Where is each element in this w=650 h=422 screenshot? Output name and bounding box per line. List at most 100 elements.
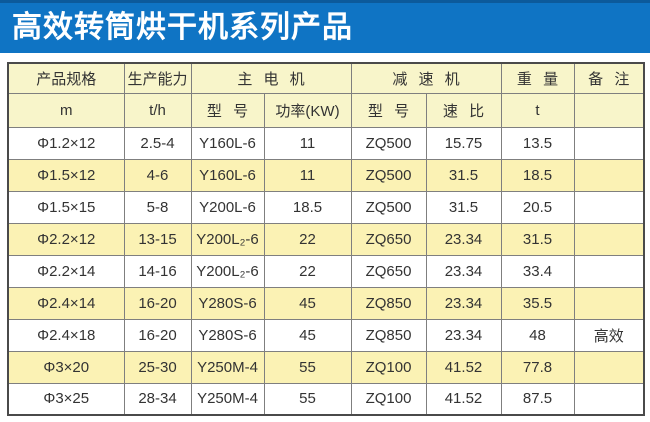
table-cell: Φ3×20 [7, 350, 125, 384]
table-cell: ZQ100 [350, 350, 427, 384]
table-cell: 55 [263, 350, 352, 384]
col-subheader-motor-model: 型 号 [190, 92, 265, 128]
table-cell: Φ1.5×15 [7, 190, 125, 224]
table-cell [573, 222, 645, 256]
col-header-spec: 产品规格 [7, 62, 125, 94]
table-cell: 48 [500, 318, 575, 352]
table-cell: 31.5 [500, 222, 575, 256]
table-cell: 11 [263, 126, 352, 160]
table-cell: 22 [263, 222, 352, 256]
title-bar: 高效转筒烘干机系列产品 [0, 0, 650, 53]
table-cell [573, 158, 645, 192]
page-title: 高效转筒烘干机系列产品 [12, 11, 353, 44]
table-cell: 13.5 [500, 126, 575, 160]
table-cell: Y280S-6 [190, 286, 265, 320]
table-cell: 41.52 [425, 382, 502, 416]
table-cell: 22 [263, 254, 352, 288]
table-cell [573, 190, 645, 224]
table-cell: 18.5 [263, 190, 352, 224]
col-subheader-weight-unit: t [500, 92, 575, 128]
table-cell: 87.5 [500, 382, 575, 416]
table-row: Φ3×25 28-34 Y250M-4 55 ZQ100 41.52 87.5 [7, 382, 645, 416]
table-cell: Φ1.5×12 [7, 158, 125, 192]
table-cell: 13-15 [123, 222, 192, 256]
table-cell: 23.34 [425, 318, 502, 352]
table-cell [573, 382, 645, 416]
table-cell: ZQ650 [350, 254, 427, 288]
col-subheader-reducer-model: 型 号 [350, 92, 427, 128]
table-cell: ZQ650 [350, 222, 427, 256]
table-row: Φ2.2×14 14-16 Y200L₂-6 22 ZQ650 23.34 33.4 [7, 254, 645, 288]
col-header-main-motor: 主 电 机 [190, 62, 352, 94]
col-header-reducer: 减 速 机 [350, 62, 502, 94]
table-cell: 45 [263, 286, 352, 320]
table-row: Φ1.5×12 4-6 Y160L-6 11 ZQ500 31.5 18.5 [7, 158, 645, 192]
table-cell: Y200L₂-6 [190, 222, 265, 256]
table-cell: 16-20 [123, 286, 192, 320]
table-cell: Φ1.2×12 [7, 126, 125, 160]
col-subheader-reducer-ratio: 速 比 [425, 92, 502, 128]
table-cell: Φ2.2×12 [7, 222, 125, 256]
col-header-capacity: 生产能力 [123, 62, 192, 94]
table-cell: Y250M-4 [190, 350, 265, 384]
table-cell: ZQ850 [350, 318, 427, 352]
table-cell [573, 254, 645, 288]
table-cell: Φ2.4×18 [7, 318, 125, 352]
table-row: Φ1.5×15 5-8 Y200L-6 18.5 ZQ500 31.5 20.5 [7, 190, 645, 224]
table-cell: 11 [263, 158, 352, 192]
table-cell: 31.5 [425, 158, 502, 192]
table-cell: Y160L-6 [190, 126, 265, 160]
table-cell: 25-30 [123, 350, 192, 384]
table-cell: Φ2.4×14 [7, 286, 125, 320]
table-cell: 77.8 [500, 350, 575, 384]
table-cell: Y200L-6 [190, 190, 265, 224]
table-cell: 16-20 [123, 318, 192, 352]
table-cell: ZQ500 [350, 158, 427, 192]
table-cell: 45 [263, 318, 352, 352]
table-cell: Y200L₂-6 [190, 254, 265, 288]
table-cell: ZQ850 [350, 286, 427, 320]
table-cell: 18.5 [500, 158, 575, 192]
col-subheader-spec-unit: m [7, 92, 125, 128]
table-row: Φ1.2×12 2.5-4 Y160L-6 11 ZQ500 15.75 13.5 [7, 126, 645, 160]
table-cell: Y160L-6 [190, 158, 265, 192]
table-cell [573, 126, 645, 160]
table-cell: 15.75 [425, 126, 502, 160]
col-subheader-remarks-empty [573, 92, 645, 128]
table-header-row-2: m t/h 型 号 功率(KW) 型 号 速 比 t [7, 92, 645, 128]
table-cell: Φ3×25 [7, 382, 125, 416]
table-header-row-1: 产品规格 生产能力 主 电 机 减 速 机 重 量 备 注 [7, 62, 645, 94]
table-row: Φ2.4×18 16-20 Y280S-6 45 ZQ850 23.34 48 高效 [7, 318, 645, 352]
col-subheader-motor-power: 功率(KW) [263, 92, 352, 128]
spec-table: 产品规格 生产能力 主 电 机 减 速 机 重 量 备 注 m t/h 型 号 … [7, 62, 645, 416]
table-cell: 23.34 [425, 254, 502, 288]
table-cell: 35.5 [500, 286, 575, 320]
table-cell: 20.5 [500, 190, 575, 224]
table-cell: 31.5 [425, 190, 502, 224]
table-cell: ZQ100 [350, 382, 427, 416]
spec-table-container: 产品规格 生产能力 主 电 机 减 速 机 重 量 备 注 m t/h 型 号 … [7, 62, 650, 416]
table-cell: 高效 [573, 318, 645, 352]
table-cell: ZQ500 [350, 126, 427, 160]
table-cell [573, 350, 645, 384]
col-header-weight: 重 量 [500, 62, 575, 94]
table-cell: 28-34 [123, 382, 192, 416]
table-cell: 5-8 [123, 190, 192, 224]
col-header-remarks: 备 注 [573, 62, 645, 94]
table-cell: Y250M-4 [190, 382, 265, 416]
table-row: Φ2.2×12 13-15 Y200L₂-6 22 ZQ650 23.34 31.5 [7, 222, 645, 256]
table-cell: ZQ500 [350, 190, 427, 224]
table-cell: 33.4 [500, 254, 575, 288]
table-cell: 14-16 [123, 254, 192, 288]
table-cell: Φ2.2×14 [7, 254, 125, 288]
table-cell: 23.34 [425, 286, 502, 320]
table-cell [573, 286, 645, 320]
table-body: Φ1.2×12 2.5-4 Y160L-6 11 ZQ500 15.75 13.5 Φ1.5×… [7, 126, 645, 416]
table-cell: 2.5-4 [123, 126, 192, 160]
table-cell: 23.34 [425, 222, 502, 256]
table-cell: 41.52 [425, 350, 502, 384]
table-cell: 55 [263, 382, 352, 416]
table-cell: Y280S-6 [190, 318, 265, 352]
table-row: Φ3×20 25-30 Y250M-4 55 ZQ100 41.52 77.8 [7, 350, 645, 384]
table-row: Φ2.4×14 16-20 Y280S-6 45 ZQ850 23.34 35.5 [7, 286, 645, 320]
